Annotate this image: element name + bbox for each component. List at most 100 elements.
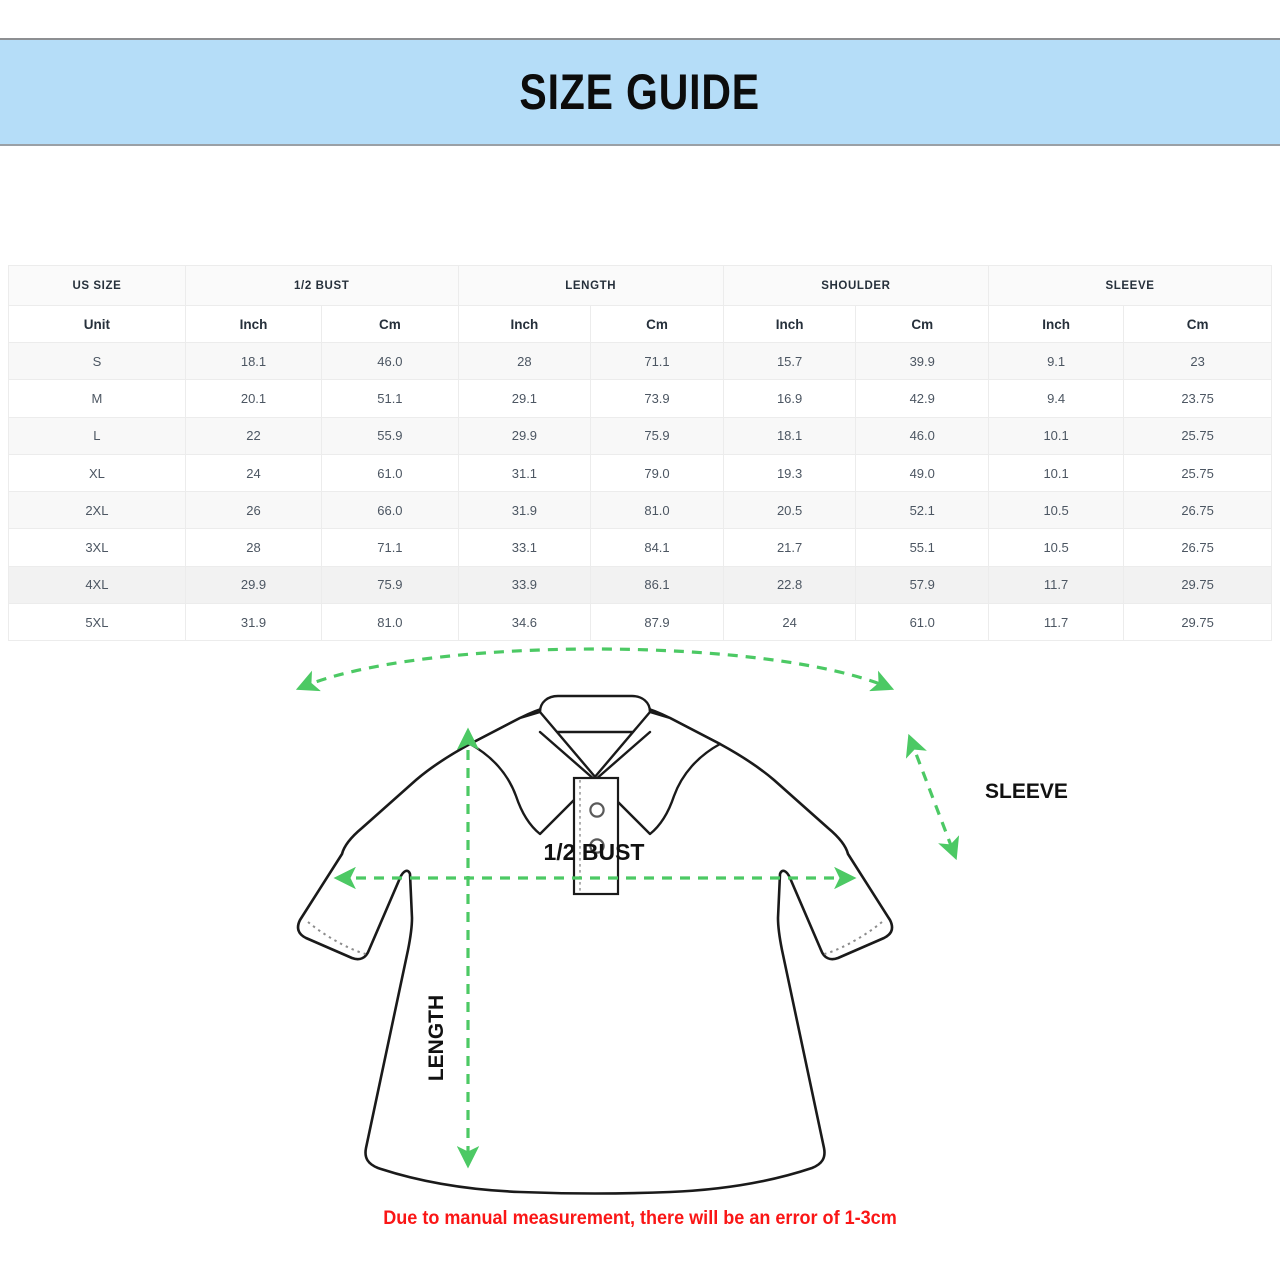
polo-collar [468, 694, 722, 836]
cell-sleeve-inch: 10.1 [988, 416, 1125, 455]
table-row: S 18.1 46.0 28 71.1 15.7 39.9 9.1 23 [8, 341, 1272, 381]
cell-shoulder-inch: 15.7 [722, 341, 857, 381]
cell-sleeve-cm: 29.75 [1123, 565, 1272, 605]
size-table-container: US SIZE 1/2 BUST LENGTH SHOULDER SLEEVE … [8, 265, 1272, 642]
unit-header-bust-inch: Inch [184, 305, 323, 343]
cell-length-inch: 33.9 [457, 565, 592, 605]
cell-bust-cm: 66.0 [321, 491, 459, 530]
cell-bust-cm: 71.1 [321, 528, 459, 567]
cell-length-cm: 86.1 [590, 565, 724, 605]
table-row: 4XL 29.9 75.9 33.9 86.1 22.8 57.9 11.7 2… [8, 565, 1272, 605]
group-header-length: LENGTH [457, 265, 724, 306]
cell-sleeve-inch: 10.5 [988, 528, 1125, 567]
cell-sleeve-inch: 10.1 [988, 453, 1125, 493]
table-row: L 22 55.9 29.9 75.9 18.1 46.0 10.1 25.75 [8, 416, 1272, 455]
cell-bust-cm: 55.9 [321, 416, 459, 455]
cell-length-cm: 71.1 [590, 341, 724, 381]
size-guide-banner: SIZE GUIDE [0, 38, 1280, 146]
cell-shoulder-inch: 24 [722, 603, 857, 642]
cell-sleeve-cm: 25.75 [1123, 416, 1272, 455]
group-header-half-bust: 1/2 BUST [184, 265, 459, 306]
cell-bust-inch: 22 [184, 416, 323, 455]
cell-shoulder-cm: 49.0 [855, 453, 990, 493]
cell-length-inch: 31.1 [457, 453, 592, 493]
cell-sleeve-cm: 26.75 [1123, 491, 1272, 530]
group-header-sleeve: SLEEVE [988, 265, 1272, 306]
cell-shoulder-cm: 61.0 [855, 603, 990, 642]
cell-shoulder-inch: 19.3 [722, 453, 857, 493]
sleeve-measure-arrow [905, 733, 960, 861]
unit-header-sleeve-cm: Cm [1123, 305, 1272, 343]
cell-shoulder-inch: 20.5 [722, 491, 857, 530]
cell-bust-inch: 26 [184, 491, 323, 530]
cell-bust-inch: 18.1 [184, 341, 323, 381]
cell-bust-inch: 29.9 [184, 565, 323, 605]
cell-sleeve-inch: 11.7 [988, 603, 1125, 642]
table-row: 5XL 31.9 81.0 34.6 87.9 24 61.0 11.7 29.… [8, 603, 1272, 642]
unit-header-shoulder-inch: Inch [722, 305, 857, 343]
unit-header-sleeve-inch: Inch [988, 305, 1125, 343]
cell-size: L [8, 416, 186, 455]
cell-shoulder-inch: 21.7 [722, 528, 857, 567]
cell-sleeve-cm: 23.75 [1123, 379, 1272, 418]
cell-sleeve-cm: 26.75 [1123, 528, 1272, 567]
page-title: SIZE GUIDE [519, 64, 761, 120]
cell-length-inch: 28 [457, 341, 592, 381]
cell-shoulder-inch: 16.9 [722, 379, 857, 418]
cell-shoulder-cm: 39.9 [855, 341, 990, 381]
shirt-measurement-diagram: SHOULDER SLEEVE 1/2 BUST LENGTH [0, 628, 1280, 1198]
cell-sleeve-inch: 10.5 [988, 491, 1125, 530]
table-group-header-row: US SIZE 1/2 BUST LENGTH SHOULDER SLEEVE [8, 265, 1272, 306]
sleeve-label: SLEEVE [985, 780, 1068, 803]
cell-shoulder-cm: 46.0 [855, 416, 990, 455]
table-row: XL 24 61.0 31.1 79.0 19.3 49.0 10.1 25.7… [8, 453, 1272, 493]
polo-shirt-outline [296, 698, 894, 1195]
half-bust-label: 1/2 BUST [544, 839, 645, 865]
cell-bust-cm: 46.0 [321, 341, 459, 381]
unit-header-length-cm: Cm [590, 305, 724, 343]
length-label: LENGTH [425, 995, 448, 1081]
table-row: 2XL 26 66.0 31.9 81.0 20.5 52.1 10.5 26.… [8, 491, 1272, 530]
button-icon [589, 802, 605, 818]
table-unit-header-row: Unit Inch Cm Inch Cm Inch Cm Inch Cm [8, 305, 1272, 343]
cell-size: XL [8, 453, 186, 493]
button-icon [589, 838, 605, 854]
cell-shoulder-cm: 42.9 [855, 379, 990, 418]
cell-shoulder-inch: 22.8 [722, 565, 857, 605]
cell-length-cm: 87.9 [590, 603, 724, 642]
cell-size: M [8, 379, 186, 418]
cell-size: 5XL [8, 603, 186, 642]
cell-bust-cm: 81.0 [321, 603, 459, 642]
cell-sleeve-inch: 11.7 [988, 565, 1125, 605]
cell-bust-inch: 24 [184, 453, 323, 493]
cuff-stitching [307, 921, 883, 955]
cell-length-cm: 79.0 [590, 453, 724, 493]
cell-bust-cm: 75.9 [321, 565, 459, 605]
group-header-shoulder: SHOULDER [722, 265, 990, 306]
table-row: 3XL 28 71.1 33.1 84.1 21.7 55.1 10.5 26.… [8, 528, 1272, 567]
group-header-us-size: US SIZE [8, 265, 186, 306]
cell-bust-cm: 51.1 [321, 379, 459, 418]
cell-shoulder-cm: 57.9 [855, 565, 990, 605]
cell-sleeve-inch: 9.1 [988, 341, 1125, 381]
cell-length-cm: 75.9 [590, 416, 724, 455]
cell-length-inch: 34.6 [457, 603, 592, 642]
cell-length-inch: 31.9 [457, 491, 592, 530]
unit-header-unit: Unit [8, 305, 186, 343]
unit-header-length-inch: Inch [457, 305, 592, 343]
measurement-disclaimer: Due to manual measurement, there will be… [383, 1208, 897, 1229]
cell-bust-inch: 28 [184, 528, 323, 567]
cell-sleeve-cm: 23 [1123, 341, 1272, 381]
cell-sleeve-cm: 29.75 [1123, 603, 1272, 642]
size-table: US SIZE 1/2 BUST LENGTH SHOULDER SLEEVE … [8, 265, 1272, 642]
cell-bust-inch: 20.1 [184, 379, 323, 418]
cell-sleeve-cm: 25.75 [1123, 453, 1272, 493]
unit-header-bust-cm: Cm [321, 305, 459, 343]
cell-size: 2XL [8, 491, 186, 530]
cell-length-inch: 29.9 [457, 416, 592, 455]
table-row: M 20.1 51.1 29.1 73.9 16.9 42.9 9.4 23.7… [8, 379, 1272, 418]
cell-length-cm: 84.1 [590, 528, 724, 567]
cell-bust-cm: 61.0 [321, 453, 459, 493]
unit-header-shoulder-cm: Cm [855, 305, 990, 343]
cell-size: 4XL [8, 565, 186, 605]
